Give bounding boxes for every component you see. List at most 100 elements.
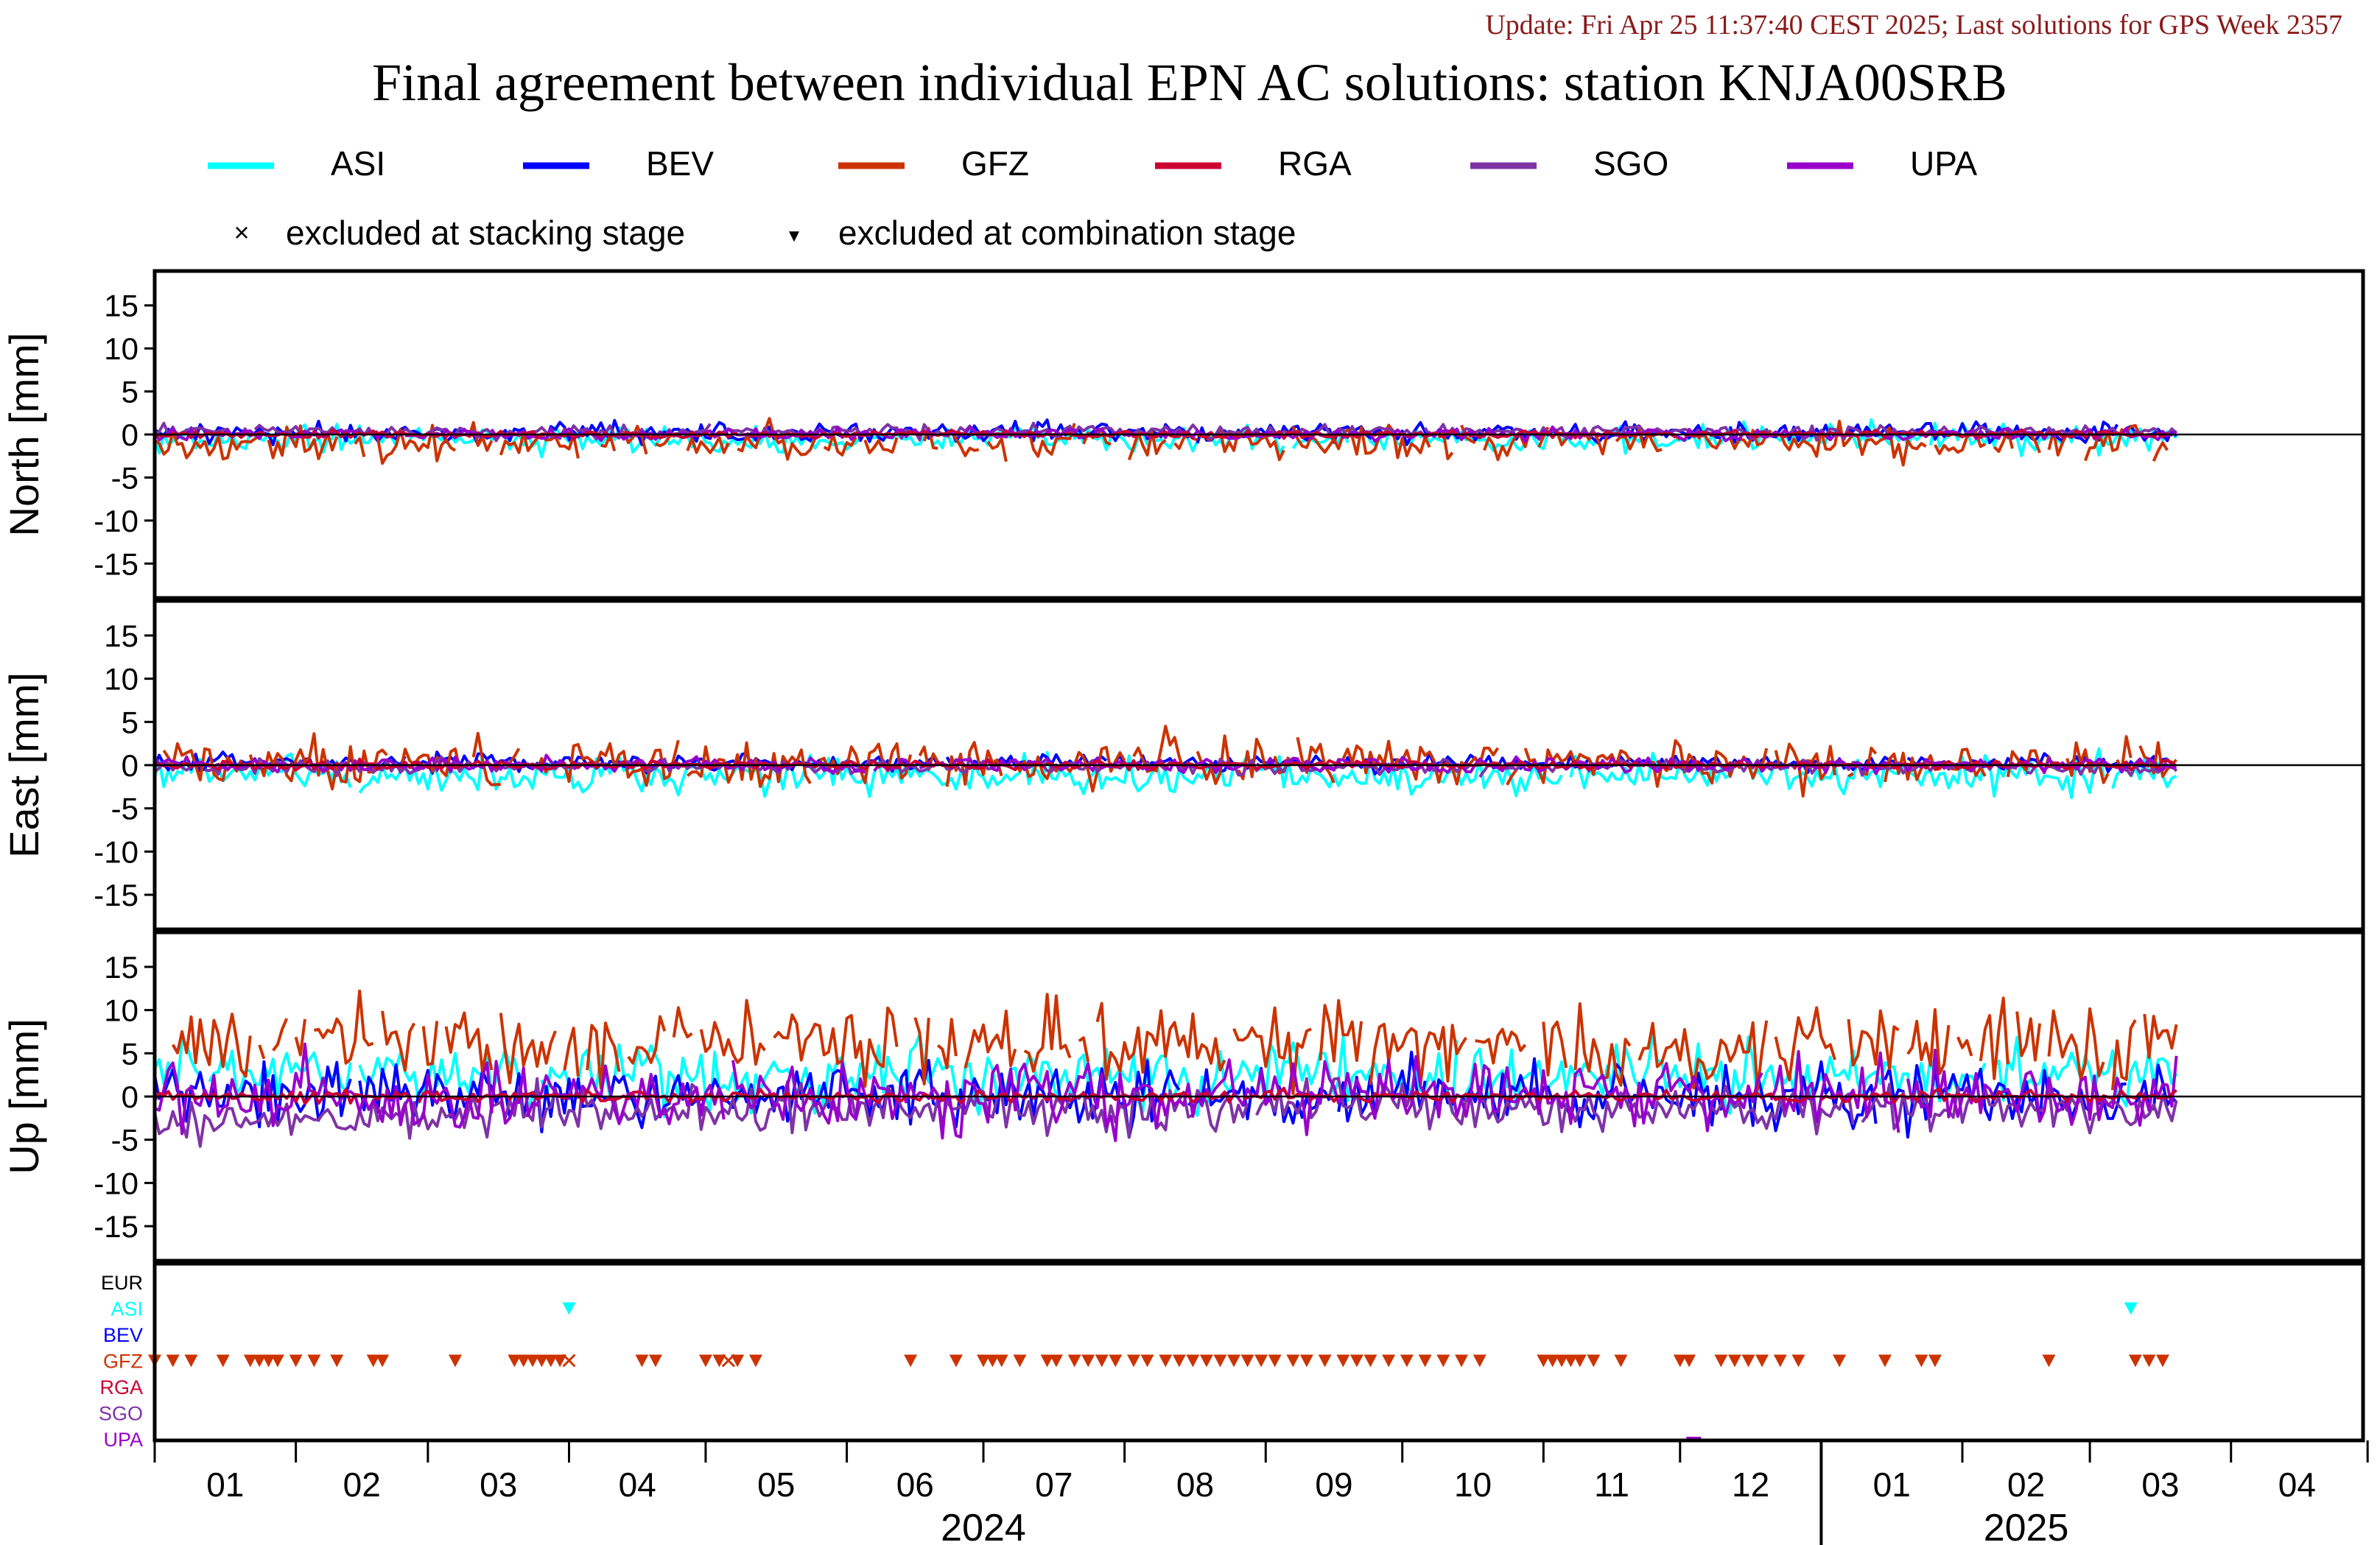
legend-label-bev: BEV <box>646 144 714 183</box>
x-month-label: 06 <box>896 1465 934 1504</box>
chart-title: Final agreement between individual EPN A… <box>372 53 2007 112</box>
stacking-exclusion-marker <box>721 1354 735 1368</box>
combination-exclusion-marker <box>1140 1354 1154 1368</box>
panel-2: 15 10 5 0 -5 -10 -15 East [mm] <box>1 599 2365 932</box>
y-tick-label: -5 <box>111 792 138 826</box>
combination-exclusion-marker <box>648 1354 662 1368</box>
combination-exclusion-marker <box>1013 1354 1027 1368</box>
panel-frame <box>152 269 2365 600</box>
y-tick-label: -5 <box>111 460 138 495</box>
combination-exclusion-marker <box>635 1354 649 1368</box>
y-tick-label: 10 <box>104 331 138 366</box>
y-tick-label: 0 <box>122 418 138 452</box>
combination-exclusion-marker <box>448 1354 462 1368</box>
x-month-label: 03 <box>2141 1465 2179 1504</box>
combination-exclusion-marker <box>1455 1354 1469 1368</box>
x-year-label: 2025 <box>1984 1507 2069 1545</box>
combination-exclusion-marker <box>1741 1354 1755 1368</box>
x-month-label: 04 <box>2278 1465 2316 1504</box>
x-month-label: 10 <box>1454 1465 1492 1504</box>
x-month-label: 12 <box>1732 1465 1769 1504</box>
combination-exclusion-marker <box>1299 1354 1313 1368</box>
combination-exclusion-marker <box>1067 1354 1081 1368</box>
y-tick-label: 10 <box>104 662 138 697</box>
combination-exclusion-marker <box>253 1354 267 1368</box>
y-tick-label: -5 <box>111 1123 138 1158</box>
exclusion-row-label-asi: ASI <box>110 1298 143 1320</box>
x-year-label: 2024 <box>941 1507 1026 1545</box>
combination-exclusion-marker <box>562 1302 576 1315</box>
y-tick-label: -15 <box>94 1209 138 1244</box>
y-tick-label: 5 <box>122 1036 138 1071</box>
legend-label-rga: RGA <box>1278 144 1352 183</box>
combination-exclusion-marker <box>1714 1354 1728 1368</box>
combination-exclusion-marker <box>731 1354 745 1368</box>
combination-exclusion-marker <box>1349 1354 1363 1368</box>
combination-exclusion-marker <box>1213 1354 1227 1368</box>
combination-exclusion-marker <box>535 1354 549 1368</box>
combination-exclusion-marker <box>1537 1354 1551 1368</box>
exclusion-row-label-rga: RGA <box>99 1376 143 1398</box>
combination-exclusion-marker <box>526 1354 540 1368</box>
exclusion-panel: EUR ASI BEV GFZ RGA SGO UPA <box>99 1261 2365 1451</box>
combination-exclusion-marker <box>1095 1354 1109 1368</box>
stacking-exclusion-marker <box>562 1354 576 1368</box>
plot-panels: 15 10 5 0 -5 -10 -15 North [mm] 15 10 5 0 -5 -10 -15 Ea… <box>1 269 2365 1451</box>
y-tick-label: -15 <box>94 878 138 912</box>
legend-label-sgo: SGO <box>1593 144 1668 183</box>
combination-exclusion-marker <box>1159 1354 1173 1368</box>
combination-exclusion-marker <box>1318 1354 1332 1368</box>
exclusion-row-label-upa: UPA <box>103 1429 143 1451</box>
combination-exclusion-marker <box>289 1354 303 1368</box>
combination-exclusion-marker <box>1418 1354 1432 1368</box>
legend-marker-symbol-1: × <box>234 217 249 247</box>
y-tick-label: 5 <box>122 705 138 739</box>
combination-exclusion-marker <box>270 1354 284 1368</box>
exclusion-row-label-eur: EUR <box>101 1272 143 1294</box>
combination-exclusion-marker <box>949 1354 963 1368</box>
combination-exclusion-marker <box>1673 1354 1687 1368</box>
combination-exclusion-marker <box>1833 1354 1847 1368</box>
combination-exclusion-marker <box>261 1354 275 1368</box>
combination-exclusion-marker <box>1199 1354 1213 1368</box>
legend-marker-label-2: excluded at combination stage <box>838 214 1296 252</box>
legend-marker-label-1: excluded at stacking stage <box>286 214 685 252</box>
combination-exclusion-marker <box>1682 1354 1696 1368</box>
combination-exclusion-marker <box>1081 1354 1095 1368</box>
legend-label-upa: UPA <box>1910 144 1977 183</box>
combination-exclusion-marker <box>366 1354 380 1368</box>
exclusion-row-label-sgo: SGO <box>99 1403 143 1425</box>
combination-exclusion-marker <box>1614 1354 1628 1368</box>
combination-exclusion-marker <box>1109 1354 1123 1368</box>
y-tick-label: 5 <box>122 375 138 409</box>
y-tick-label: -10 <box>94 834 138 869</box>
combination-exclusion-marker <box>1755 1354 1769 1368</box>
combination-exclusion-marker <box>376 1354 390 1368</box>
combination-exclusion-marker <box>1545 1354 1559 1368</box>
combination-exclusion-marker <box>1400 1354 1414 1368</box>
combination-exclusion-marker <box>1573 1354 1587 1368</box>
x-month-label: 03 <box>480 1465 517 1504</box>
combination-exclusion-marker <box>1914 1354 1928 1368</box>
combination-exclusion-marker <box>330 1354 344 1368</box>
combination-exclusion-marker <box>184 1354 198 1368</box>
combination-exclusion-marker <box>166 1354 180 1368</box>
y-tick-label: -10 <box>94 504 138 538</box>
combination-exclusion-marker <box>1363 1354 1377 1368</box>
combination-exclusion-marker <box>2156 1354 2170 1368</box>
combination-exclusion-marker <box>1049 1354 1063 1368</box>
series-gfz-line <box>171 989 2178 1095</box>
combination-exclusion-marker <box>1172 1354 1186 1368</box>
combination-exclusion-marker <box>1227 1354 1241 1368</box>
y-tick-label: 15 <box>104 950 138 985</box>
combination-exclusion-marker <box>1587 1354 1601 1368</box>
x-month-label: 04 <box>619 1465 656 1504</box>
update-text: Update: Fri Apr 25 11:37:40 CEST 2025; L… <box>1485 10 2342 41</box>
combination-exclusion-marker <box>2124 1302 2138 1315</box>
combination-exclusion-marker <box>1127 1354 1141 1368</box>
legend-marker-symbol-2: ▼ <box>785 226 803 246</box>
combination-exclusion-marker <box>553 1354 567 1368</box>
combination-exclusion-marker <box>1555 1354 1569 1368</box>
y-tick-label: 0 <box>122 748 138 783</box>
